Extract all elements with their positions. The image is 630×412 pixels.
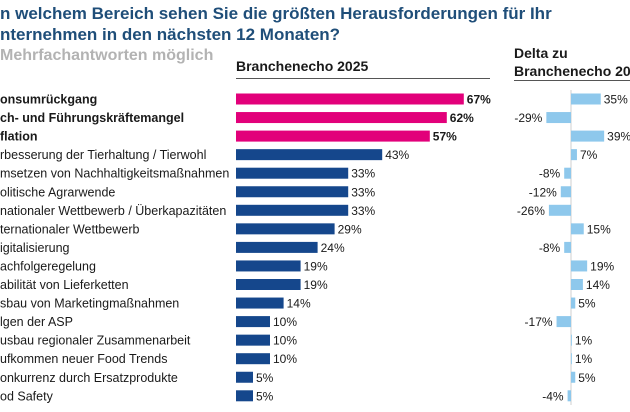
main-bar <box>236 167 349 179</box>
main-bar <box>236 316 270 328</box>
main-bar <box>236 149 383 161</box>
delta-value-label: 5% <box>578 297 596 311</box>
main-bar <box>236 260 301 272</box>
category-label: lgen der ASP <box>0 315 73 329</box>
category-label: usbau regionaler Zusammenarbeit <box>0 334 191 348</box>
delta-bar <box>564 167 571 179</box>
main-value-label: 10% <box>273 315 297 329</box>
category-label: ufkommen neuer Food Trends <box>0 352 167 366</box>
main-value-label: 5% <box>256 389 274 403</box>
main-value-label: 67% <box>467 93 491 107</box>
delta-bar <box>556 316 571 328</box>
delta-bar <box>546 112 571 124</box>
delta-bar <box>571 334 572 346</box>
delta-value-label: 35% <box>604 93 628 107</box>
main-value-label: 33% <box>351 167 375 181</box>
main-value-label: 10% <box>273 334 297 348</box>
delta-bar <box>571 93 601 105</box>
delta-bar <box>571 353 572 365</box>
main-value-label: 19% <box>304 278 328 292</box>
delta-bar <box>571 149 577 161</box>
category-label: flation <box>0 130 38 144</box>
main-value-label: 14% <box>287 297 311 311</box>
main-bar <box>236 371 253 383</box>
delta-bar <box>571 260 588 272</box>
delta-bar <box>571 223 584 235</box>
main-value-label: 62% <box>450 111 474 125</box>
main-value-label: 24% <box>321 241 345 255</box>
delta-value-label: 15% <box>587 222 611 236</box>
main-bar <box>236 353 270 365</box>
main-chart-header: Branchenecho 2025 <box>236 58 369 74</box>
delta-value-label: 1% <box>575 334 593 348</box>
delta-value-label: 14% <box>586 278 610 292</box>
delta-value-label: 5% <box>578 371 596 385</box>
category-label: abilität von Lieferketten <box>0 278 129 292</box>
category-label: ch- und Führungskräftemangel <box>0 111 184 125</box>
category-label: igitalisierung <box>0 241 70 255</box>
main-bar <box>236 93 464 105</box>
chart-subtitle: Mehrfachantworten möglich <box>0 47 214 64</box>
main-value-label: 43% <box>385 148 409 162</box>
main-value-label: 29% <box>338 222 362 236</box>
category-label: ternationaler Wettbewerb <box>0 222 139 236</box>
delta-bar <box>571 130 605 142</box>
delta-bar <box>571 371 576 383</box>
delta-bar <box>571 297 576 309</box>
main-value-label: 10% <box>273 352 297 366</box>
chart-title: n welchem Bereich sehen Sie die größten … <box>0 4 552 44</box>
delta-bar <box>571 279 583 290</box>
main-value-label: 57% <box>433 130 457 144</box>
delta-bar <box>560 186 571 198</box>
delta-value-label: 19% <box>590 259 614 273</box>
delta-value-label: 1% <box>575 352 593 366</box>
category-label: sbau von Marketingmaßnahmen <box>0 297 179 311</box>
main-bar <box>236 279 301 290</box>
main-bar <box>236 241 318 253</box>
category-label: olitische Agrarwende <box>0 185 115 199</box>
main-header-rule <box>236 78 490 79</box>
delta-value-label: -8% <box>539 241 561 255</box>
main-bar <box>236 112 447 124</box>
delta-bar <box>548 204 571 216</box>
delta-bar <box>567 390 571 402</box>
main-value-label: 19% <box>304 259 328 273</box>
category-label: nationaler Wettbewerb / Überkapazitäten <box>0 204 226 218</box>
main-bar <box>236 334 270 346</box>
delta-value-label: -4% <box>542 389 564 403</box>
delta-value-label: -12% <box>529 185 557 199</box>
category-label: achfolgeregelung <box>0 259 96 273</box>
main-bar <box>236 390 253 402</box>
main-bar <box>236 186 349 198</box>
delta-bar <box>564 241 571 253</box>
delta-value-label: -17% <box>525 315 553 329</box>
main-bar <box>236 130 430 142</box>
category-label: onsumrückgang <box>0 93 97 107</box>
main-bar <box>236 223 335 235</box>
delta-chart-header: Delta zu Branchenecho 20 <box>514 45 630 79</box>
category-label: onkurrenz durch Ersatzprodukte <box>0 371 178 385</box>
delta-value-label: -29% <box>514 111 542 125</box>
category-label: rbesserung der Tierhaltung / Tierwohl <box>0 148 206 162</box>
category-label: msetzen von Nachhaltigkeitsmaßnahmen <box>0 167 229 181</box>
main-value-label: 33% <box>351 204 375 218</box>
delta-value-label: -26% <box>517 204 545 218</box>
main-bar <box>236 297 284 309</box>
delta-header-rule <box>514 80 630 81</box>
category-label: od Safety <box>0 389 54 403</box>
main-value-label: 5% <box>256 371 274 385</box>
main-bar <box>236 204 349 216</box>
main-value-label: 33% <box>351 185 375 199</box>
delta-value-label: 7% <box>580 148 598 162</box>
delta-value-label: 39% <box>607 130 630 144</box>
delta-value-label: -8% <box>539 167 561 181</box>
